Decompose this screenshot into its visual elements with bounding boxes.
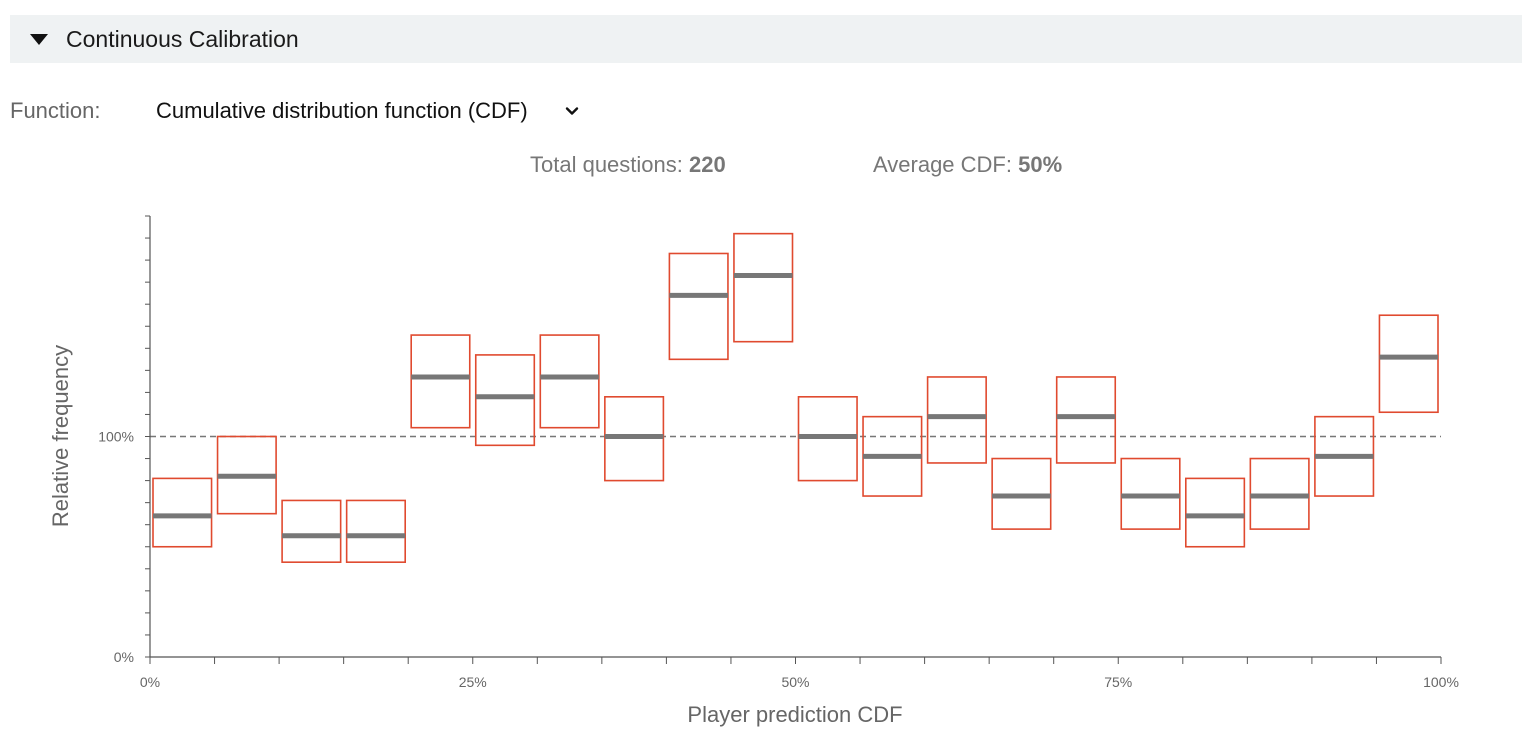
x-tick-label: 75% <box>1104 674 1132 690</box>
x-axis-title: Player prediction CDF <box>687 702 902 727</box>
calibration-box-9 <box>668 252 729 361</box>
chart-marks <box>152 232 1439 563</box>
total-questions-stat: Total questions: 220 <box>530 152 726 178</box>
calibration-box-7 <box>539 334 600 429</box>
function-label: Function: <box>10 98 101 123</box>
calibration-box-5 <box>410 334 471 429</box>
summary-stats: Total questions: 220 Average CDF: 50% <box>0 152 1530 184</box>
function-select-value[interactable]: Cumulative distribution function (CDF) <box>156 98 528 123</box>
calibration-box-1 <box>152 477 213 548</box>
x-tick-label: 25% <box>459 674 487 690</box>
y-tick-label: 0% <box>114 649 134 665</box>
calibration-box-3 <box>281 499 342 563</box>
y-axis-title: Relative frequency <box>48 345 73 527</box>
function-row: Function: Cumulative distribution functi… <box>10 92 580 130</box>
calibration-box-20 <box>1378 314 1439 414</box>
calibration-box-17 <box>1185 477 1246 548</box>
average-cdf-label: Average CDF: <box>873 152 1019 177</box>
calibration-box-15 <box>1055 376 1117 464</box>
average-cdf-stat: Average CDF: 50% <box>873 152 1062 178</box>
x-tick-label: 0% <box>140 674 160 690</box>
y-tick-label: 100% <box>98 429 134 445</box>
chart-axes: 0% 100% 0% 25% 50% 75% 100% <box>98 215 1459 690</box>
total-questions-label: Total questions: <box>530 152 689 177</box>
function-select[interactable]: Cumulative distribution function (CDF) <box>156 98 580 124</box>
section-header[interactable]: Continuous Calibration <box>10 15 1522 63</box>
average-cdf-value: 50% <box>1018 152 1063 177</box>
x-tick-label: 50% <box>781 674 809 690</box>
x-tick-label: 100% <box>1423 674 1459 690</box>
total-questions-value: 220 <box>688 152 726 177</box>
chevron-down-icon[interactable] <box>564 103 580 119</box>
calibration-box-13 <box>926 376 987 464</box>
calibration-box-10 <box>733 232 794 343</box>
calibration-box-4 <box>345 499 406 563</box>
calibration-box-6 <box>474 354 536 447</box>
section-title: Continuous Calibration <box>66 25 299 52</box>
caret-down-icon[interactable] <box>30 33 48 45</box>
